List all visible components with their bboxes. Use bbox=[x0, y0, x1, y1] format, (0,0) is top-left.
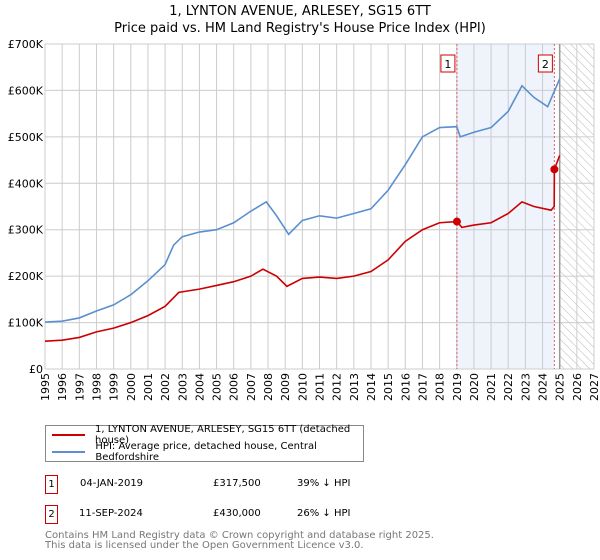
chart-title: 1, LYNTON AVENUE, ARLESEY, SG15 6TT bbox=[169, 4, 431, 19]
x-tick-label: 2002 bbox=[159, 373, 172, 401]
legend-swatch bbox=[52, 451, 86, 453]
y-tick-label: £700K bbox=[8, 38, 44, 51]
legend-label: HPI: Average price, detached house, Cent… bbox=[95, 441, 317, 463]
x-tick-label: 2019 bbox=[451, 373, 464, 401]
series-line bbox=[44, 78, 561, 323]
x-tick-label: 2021 bbox=[485, 373, 498, 401]
x-tick-label: 1997 bbox=[73, 373, 86, 401]
y-tick-label: £300K bbox=[8, 224, 44, 237]
sale-point bbox=[452, 217, 461, 226]
x-tick-label: 2000 bbox=[125, 373, 138, 401]
x-tick-label: 2011 bbox=[314, 373, 327, 401]
annotation-label: 2 bbox=[542, 58, 549, 71]
x-tick-label: 2010 bbox=[296, 373, 309, 401]
y-tick-label: £500K bbox=[8, 131, 44, 144]
x-tick-label: 2026 bbox=[571, 373, 584, 401]
transaction-hpi: 39% ↓ HPI bbox=[297, 478, 351, 489]
footer-line: This data is licensed under the Open Gov… bbox=[45, 540, 364, 551]
chart-subtitle: Price paid vs. HM Land Registry's House … bbox=[114, 21, 486, 36]
x-tick-label: 2006 bbox=[228, 373, 241, 401]
transaction-badge: 1 bbox=[45, 475, 58, 494]
x-tick-label: 2024 bbox=[537, 373, 550, 401]
x-tick-label: 2003 bbox=[176, 373, 189, 401]
x-tick-label: 2004 bbox=[193, 373, 206, 401]
footer: Contains HM Land Registry data © Crown c… bbox=[45, 531, 434, 551]
x-tick-label: 2014 bbox=[365, 373, 378, 401]
annotation-box bbox=[537, 54, 553, 73]
x-tick-label: 2005 bbox=[211, 373, 224, 401]
x-tick-label: 1999 bbox=[108, 373, 121, 401]
x-tick-label: 1998 bbox=[90, 373, 103, 401]
transaction-badge: 2 bbox=[45, 505, 58, 524]
y-tick-label: £200K bbox=[8, 270, 44, 283]
x-tick-label: 2016 bbox=[399, 373, 412, 401]
y-tick-label: £600K bbox=[8, 84, 44, 97]
annotation-label: 1 bbox=[444, 58, 451, 71]
legend-item-hpi: HPI: Average price, detached house, Cent… bbox=[52, 441, 363, 463]
x-tick-label: 2027 bbox=[588, 373, 600, 401]
x-tick-label: 2001 bbox=[142, 373, 155, 401]
x-tick-label: 2018 bbox=[434, 373, 447, 401]
x-tick-label: 2012 bbox=[331, 373, 344, 401]
x-tick-label: 2022 bbox=[502, 373, 515, 401]
series-line bbox=[44, 155, 561, 342]
x-tick-label: 2015 bbox=[382, 373, 395, 401]
x-tick-label: 2009 bbox=[279, 373, 292, 401]
x-tick-label: 2017 bbox=[416, 373, 429, 401]
x-tick-label: 2020 bbox=[468, 373, 481, 401]
legend: 1, LYNTON AVENUE, ARLESEY, SG15 6TT (det… bbox=[45, 424, 364, 463]
sale-period-shade bbox=[456, 44, 555, 369]
plot-area: 1995 1996 1997 1998 1999 2000 2001 2002 2003 2004… bbox=[8, 38, 600, 401]
y-tick-label: £0 bbox=[29, 363, 43, 376]
x-tick-label: 1995 bbox=[39, 373, 52, 401]
x-tick-label: 2007 bbox=[245, 373, 258, 401]
x-tick-label: 2008 bbox=[262, 373, 275, 401]
footer-line: Contains HM Land Registry data © Crown c… bbox=[45, 530, 434, 541]
y-tick-label: £400K bbox=[8, 177, 44, 190]
transaction-hpi: 26% ↓ HPI bbox=[297, 508, 351, 519]
x-tick-label: 2013 bbox=[348, 373, 361, 401]
legend-label: 1, LYNTON AVENUE, ARLESEY, SG15 6TT (det… bbox=[94, 424, 351, 446]
transaction-price: £430,000 bbox=[213, 508, 261, 519]
x-tick-label: 2023 bbox=[519, 373, 532, 401]
legend-swatch bbox=[52, 434, 85, 436]
legend-item-property: 1, LYNTON AVENUE, ARLESEY, SG15 6TT (det… bbox=[52, 424, 363, 446]
sale-point bbox=[550, 165, 559, 174]
annotation-box bbox=[440, 54, 456, 73]
transaction-date: 11-SEP-2024 bbox=[79, 508, 143, 519]
transaction-price: £317,500 bbox=[213, 478, 261, 489]
y-tick-label: £100K bbox=[8, 317, 44, 330]
transaction-date: 04-JAN-2019 bbox=[80, 478, 144, 489]
x-tick-label: 2025 bbox=[554, 373, 567, 401]
x-tick-label: 1996 bbox=[56, 373, 69, 401]
